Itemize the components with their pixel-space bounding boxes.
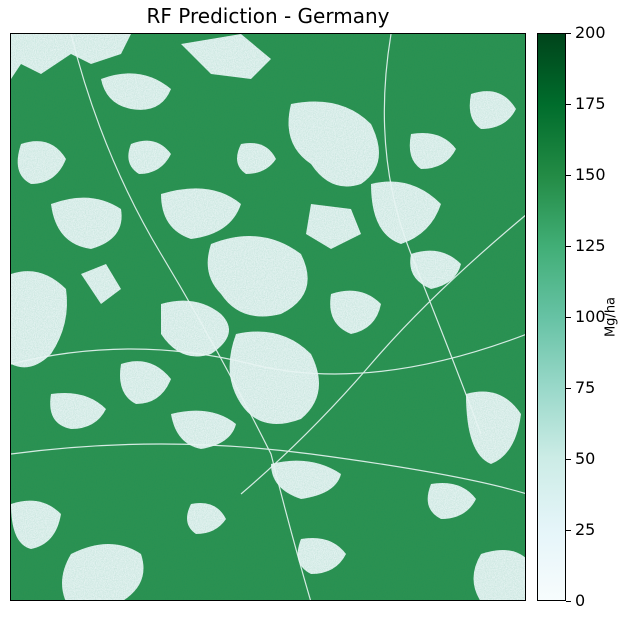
- colorbar-tick-label: 175: [575, 94, 606, 113]
- colorbar-tick-mark: [566, 529, 571, 531]
- colorbar-tick-mark: [566, 245, 571, 247]
- prediction-map: [10, 33, 526, 601]
- colorbar: [537, 33, 566, 601]
- colorbar-tick-mark: [566, 103, 571, 105]
- colorbar-tick-label: 100: [575, 307, 606, 326]
- colorbar-unit-label: Mg/ha: [603, 296, 619, 338]
- colorbar-tick-label: 150: [575, 165, 606, 184]
- colorbar-tick-label: 50: [575, 449, 596, 468]
- linear-features: [11, 34, 525, 600]
- chart-title: RF Prediction - Germany: [146, 4, 390, 28]
- colorbar-tick-label: 200: [575, 23, 606, 42]
- colorbar-tick-mark: [566, 458, 571, 460]
- raster-texture: [11, 34, 525, 600]
- colorbar-tick-label: 125: [575, 236, 606, 255]
- colorbar-tick-label: 0: [575, 591, 586, 610]
- colorbar-tick-mark: [566, 600, 571, 602]
- colorbar-tick-label: 75: [575, 378, 596, 397]
- colorbar-tick-label: 25: [575, 520, 596, 539]
- colorbar-tick-mark: [566, 387, 571, 389]
- colorbar-tick-mark: [566, 32, 571, 34]
- colorbar-tick-mark: [566, 316, 571, 318]
- prediction-raster: [11, 34, 525, 600]
- colorbar-tick-mark: [566, 174, 571, 176]
